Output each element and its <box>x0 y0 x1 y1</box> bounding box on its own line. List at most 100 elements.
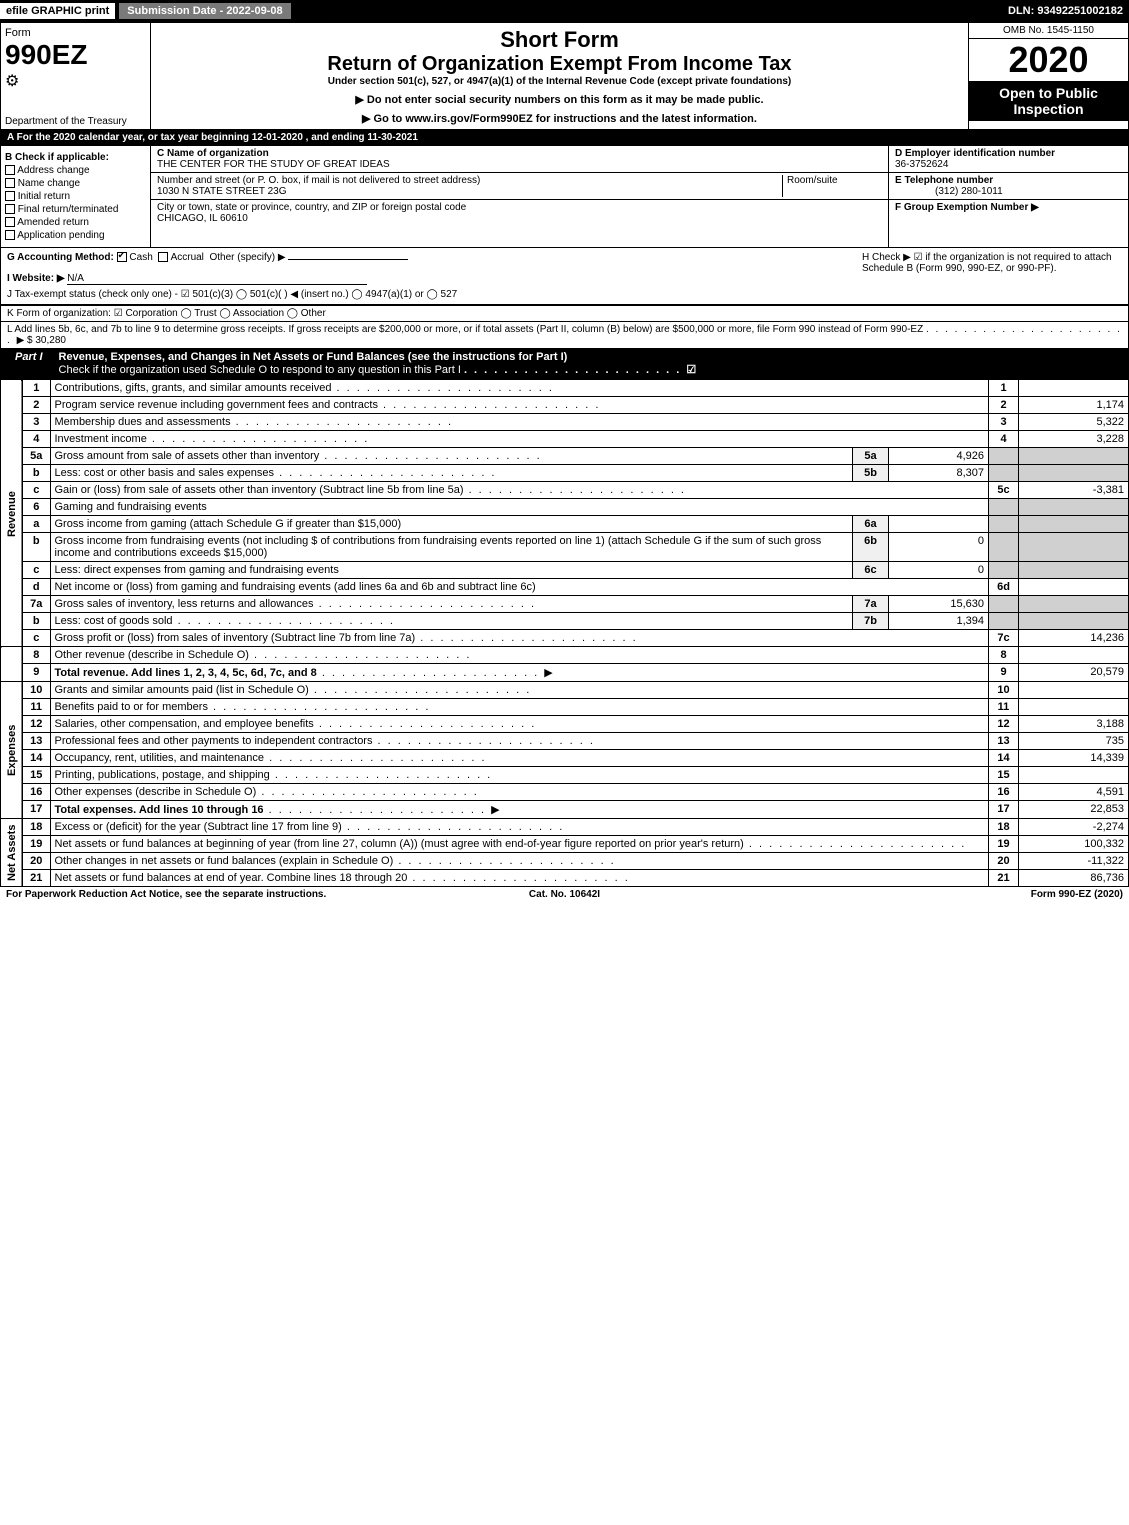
form-word: Form <box>5 27 146 39</box>
street-address: 1030 N STATE STREET 23G <box>157 186 287 197</box>
line-7b-rshade <box>989 613 1019 630</box>
line-9-amt: 20,579 <box>1019 664 1129 682</box>
footer-left: For Paperwork Reduction Act Notice, see … <box>6 889 378 900</box>
line-11-desc: Benefits paid to or for members <box>55 701 208 713</box>
opt-initial-return[interactable]: Initial return <box>5 191 146 202</box>
section-b: B Check if applicable: Address change Na… <box>0 146 1129 248</box>
form-header: Form 990EZ ⚙ Department of the Treasury … <box>0 22 1129 130</box>
line-3-rnum: 3 <box>989 414 1019 431</box>
form-number: 990EZ <box>5 39 146 71</box>
line-6c-rshade <box>989 562 1019 579</box>
line-16-num: 16 <box>22 784 50 801</box>
line-15-rnum: 15 <box>989 767 1019 784</box>
arrow-note-2-text[interactable]: ▶ Go to www.irs.gov/Form990EZ for instru… <box>362 113 757 125</box>
line-11-amt <box>1019 699 1129 716</box>
line-3-num: 3 <box>22 414 50 431</box>
line-9-desc: Total revenue. Add lines 1, 2, 3, 4, 5c,… <box>55 667 317 679</box>
line-18-num: 18 <box>22 819 50 836</box>
line-12-rnum: 12 <box>989 716 1019 733</box>
line-4-amt: 3,228 <box>1019 431 1129 448</box>
line-6b-subamt: 0 <box>889 533 989 562</box>
line-6d-rnum: 6d <box>989 579 1019 596</box>
line-9-rnum: 9 <box>989 664 1019 682</box>
line-7c-num: c <box>22 630 50 647</box>
line-19-rnum: 19 <box>989 836 1019 853</box>
line-6d-num: d <box>22 579 50 596</box>
line-17-amt: 22,853 <box>1019 801 1129 819</box>
line-20-desc: Other changes in net assets or fund bala… <box>55 855 394 867</box>
line-4-desc: Investment income <box>55 433 147 445</box>
line-14-desc: Occupancy, rent, utilities, and maintena… <box>55 752 265 764</box>
line-8-amt <box>1019 647 1129 664</box>
line-17-rnum: 17 <box>989 801 1019 819</box>
line-6b-sub: 6b <box>853 533 889 562</box>
arrow-note-1: ▶ Do not enter social security numbers o… <box>155 93 964 106</box>
g-other-label: Other (specify) ▶ <box>209 252 285 263</box>
line-20-rnum: 20 <box>989 853 1019 870</box>
line-6a-desc: Gross income from gaming (attach Schedul… <box>55 518 402 530</box>
line-15-amt <box>1019 767 1129 784</box>
line-2-num: 2 <box>22 397 50 414</box>
line-18-amt: -2,274 <box>1019 819 1129 836</box>
line-6c-subamt: 0 <box>889 562 989 579</box>
opt-final-return[interactable]: Final return/terminated <box>5 204 146 215</box>
section-g-row: G Accounting Method: Cash Accrual Other … <box>0 248 1129 305</box>
line-7c-amt: 14,236 <box>1019 630 1129 647</box>
opt-application-pending[interactable]: Application pending <box>5 230 146 241</box>
city-value: CHICAGO, IL 60610 <box>157 213 248 224</box>
line-7a-subamt: 15,630 <box>889 596 989 613</box>
line-a: A For the 2020 calendar year, or tax yea… <box>0 130 1129 146</box>
line-6-ashade <box>1019 499 1129 516</box>
line-5a-desc: Gross amount from sale of assets other t… <box>55 450 320 462</box>
line-l: L Add lines 5b, 6c, and 7b to line 9 to … <box>0 322 1129 349</box>
revenue-sidebar: Revenue <box>1 380 23 647</box>
line-8-num: 8 <box>22 647 50 664</box>
opt-name-change[interactable]: Name change <box>5 178 146 189</box>
line-7b-sub: 7b <box>853 613 889 630</box>
opt-amended-return[interactable]: Amended return <box>5 217 146 228</box>
line-4-rnum: 4 <box>989 431 1019 448</box>
tax-year: 2020 <box>969 39 1128 81</box>
line-l-text: L Add lines 5b, 6c, and 7b to line 9 to … <box>7 324 923 335</box>
line-7a-rshade <box>989 596 1019 613</box>
line-8-rnum: 8 <box>989 647 1019 664</box>
line-2-amt: 1,174 <box>1019 397 1129 414</box>
website-value: N/A <box>67 273 367 285</box>
g-other-input[interactable] <box>288 259 408 260</box>
room-suite-label: Room/suite <box>782 175 882 197</box>
line-14-amt: 14,339 <box>1019 750 1129 767</box>
opt-address-change[interactable]: Address change <box>5 165 146 176</box>
line-10-rnum: 10 <box>989 682 1019 699</box>
line-7a-sub: 7a <box>853 596 889 613</box>
line-11-rnum: 11 <box>989 699 1019 716</box>
line-9-num: 9 <box>22 664 50 682</box>
line-7a-desc: Gross sales of inventory, less returns a… <box>55 598 314 610</box>
footer-center: Cat. No. 10642I <box>378 889 750 900</box>
line-3-amt: 5,322 <box>1019 414 1129 431</box>
g-accrual-checkbox[interactable] <box>158 252 168 262</box>
line-10-num: 10 <box>22 682 50 699</box>
efile-label[interactable]: efile GRAPHIC print <box>0 3 115 19</box>
line-13-rnum: 13 <box>989 733 1019 750</box>
line-6a-subamt <box>889 516 989 533</box>
g-cash-checkbox[interactable] <box>117 252 127 262</box>
line-5c-amt: -3,381 <box>1019 482 1129 499</box>
line-6c-ashade <box>1019 562 1129 579</box>
line-11-num: 11 <box>22 699 50 716</box>
line-16-amt: 4,591 <box>1019 784 1129 801</box>
part-1-checked: ☑ <box>686 364 696 376</box>
j-tax-exempt: J Tax-exempt status (check only one) - ☑… <box>7 289 862 300</box>
line-6-rshade <box>989 499 1019 516</box>
line-6a-sub: 6a <box>853 516 889 533</box>
line-10-amt <box>1019 682 1129 699</box>
under-section: Under section 501(c), 527, or 4947(a)(1)… <box>155 76 964 87</box>
part-1-label: Part I <box>7 351 51 376</box>
line-19-amt: 100,332 <box>1019 836 1129 853</box>
expenses-sidebar: Expenses <box>1 682 23 819</box>
netassets-sidebar: Net Assets <box>1 819 23 887</box>
line-13-num: 13 <box>22 733 50 750</box>
line-6-desc: Gaming and fundraising events <box>50 499 989 516</box>
line-13-desc: Professional fees and other payments to … <box>55 735 373 747</box>
b-label: B Check if applicable: <box>5 152 146 163</box>
line-5b-rshade <box>989 465 1019 482</box>
